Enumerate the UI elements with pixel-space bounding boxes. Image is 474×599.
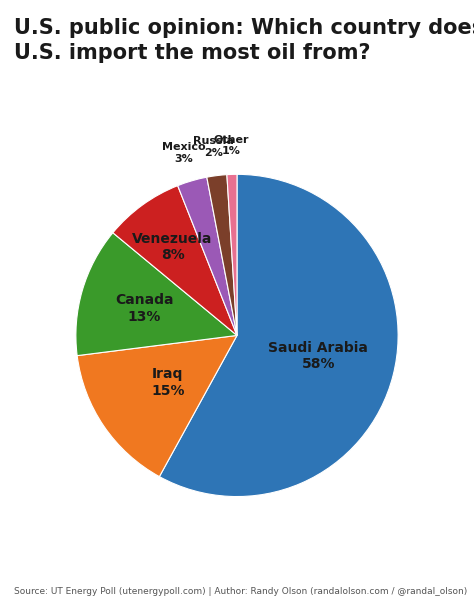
Text: Mexico
3%: Mexico 3% (162, 142, 206, 164)
Text: Other
1%: Other 1% (213, 135, 249, 156)
Wedge shape (207, 175, 237, 335)
Text: Venezuela
8%: Venezuela 8% (132, 232, 213, 262)
Text: Russia
2%: Russia 2% (193, 136, 234, 158)
Wedge shape (227, 174, 237, 335)
Wedge shape (159, 174, 398, 497)
Wedge shape (76, 233, 237, 356)
Text: U.S. public opinion: Which country does the
U.S. import the most oil from?: U.S. public opinion: Which country does … (14, 18, 474, 63)
Text: Saudi Arabia
58%: Saudi Arabia 58% (268, 341, 368, 371)
Wedge shape (77, 335, 237, 477)
Wedge shape (178, 177, 237, 335)
Wedge shape (113, 186, 237, 335)
Text: Iraq
15%: Iraq 15% (151, 367, 184, 398)
Text: Source: UT Energy Poll (utenergypoll.com) | Author: Randy Olson (randalolson.com: Source: UT Energy Poll (utenergypoll.com… (14, 587, 467, 596)
Text: Canada
13%: Canada 13% (115, 294, 173, 323)
